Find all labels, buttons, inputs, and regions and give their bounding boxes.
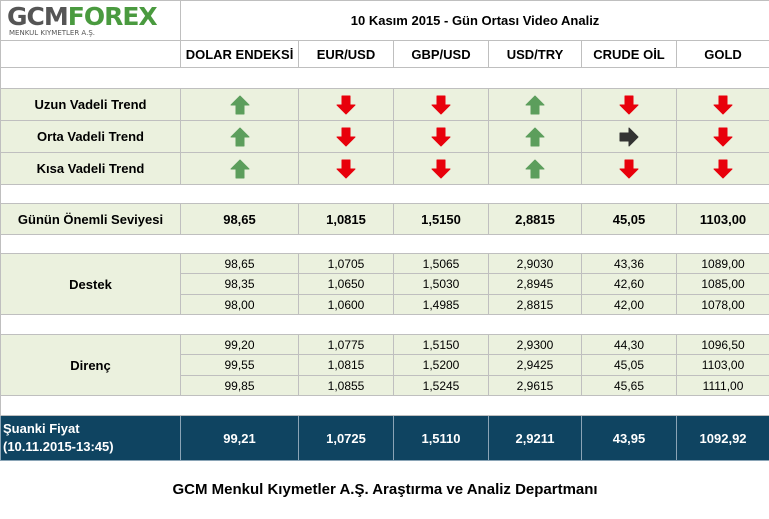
value-cell: 2,9300 — [489, 335, 582, 355]
arrow-up — [229, 94, 251, 116]
row-label: Kısa Vadeli Trend — [1, 153, 181, 185]
value-cell: 1,5110 — [394, 416, 489, 461]
column-header: GBP/USD — [394, 41, 489, 68]
value-cell: 2,8945 — [489, 274, 582, 295]
value-cell: 1,5065 — [394, 254, 489, 274]
value-cell: 45,05 — [582, 204, 677, 235]
value-cell: 2,9615 — [489, 376, 582, 396]
value-cell: 1085,00 — [677, 274, 769, 295]
value-cell: 1,0815 — [299, 355, 394, 376]
timestamp: (10.11.2015-13:45) — [3, 439, 114, 454]
value-cell: 2,8815 — [489, 295, 582, 315]
arrow-down — [430, 94, 452, 116]
column-header: CRUDE OİL — [582, 41, 677, 68]
value-cell: 2,9030 — [489, 254, 582, 274]
value-cell: 42,60 — [582, 274, 677, 295]
arrow-down — [712, 94, 734, 116]
spacer — [1, 68, 769, 89]
arrow-up — [229, 158, 251, 180]
value-cell: 45,05 — [582, 355, 677, 376]
label: Şuanki Fiyat — [3, 421, 80, 436]
value-cell: 1,4985 — [394, 295, 489, 315]
value-cell: 1,5245 — [394, 376, 489, 396]
spacer — [1, 315, 769, 335]
arrow-down — [430, 158, 452, 180]
arrow-down — [335, 126, 357, 148]
logo-part: GCM — [7, 2, 68, 31]
value-cell: 43,95 — [582, 416, 677, 461]
value-cell: 2,8815 — [489, 204, 582, 235]
arrow-down — [618, 158, 640, 180]
value-cell: 43,36 — [582, 254, 677, 274]
value-cell: 2,9211 — [489, 416, 582, 461]
row-label: Orta Vadeli Trend — [1, 121, 181, 153]
value-cell: 1,5200 — [394, 355, 489, 376]
value-cell: 1103,00 — [677, 204, 769, 235]
value-cell: 1111,00 — [677, 376, 769, 396]
arrow-down — [335, 158, 357, 180]
value-cell: 98,65 — [181, 254, 299, 274]
value-cell: 1089,00 — [677, 254, 769, 274]
value-cell: 2,9425 — [489, 355, 582, 376]
column-header: EUR/USD — [299, 41, 394, 68]
value-cell: 99,20 — [181, 335, 299, 355]
value-cell: 1,0725 — [299, 416, 394, 461]
value-cell: 1,5150 — [394, 204, 489, 235]
logo-part: FOREX — [68, 2, 157, 31]
row-label: Şuanki Fiyat (10.11.2015-13:45) — [1, 416, 181, 461]
arrow-down — [335, 94, 357, 116]
arrow-up — [524, 158, 546, 180]
column-header: USD/TRY — [489, 41, 582, 68]
value-cell: 99,55 — [181, 355, 299, 376]
value-cell: 1,0600 — [299, 295, 394, 315]
value-cell: 1092,92 — [677, 416, 769, 461]
value-cell: 1,0855 — [299, 376, 394, 396]
arrow-down — [712, 126, 734, 148]
footer: GCM Menkul Kıymetler A.Ş. Araştırma ve A… — [1, 461, 769, 519]
value-cell: 98,65 — [181, 204, 299, 235]
column-header: GOLD — [677, 41, 769, 68]
value-cell: 99,21 — [181, 416, 299, 461]
row-label: Uzun Vadeli Trend — [1, 89, 181, 121]
value-cell: 44,30 — [582, 335, 677, 355]
title: 10 Kasım 2015 - Gün Ortası Video Analiz — [181, 1, 769, 41]
value-cell: 98,35 — [181, 274, 299, 295]
arrow-up — [524, 94, 546, 116]
arrow-down — [712, 158, 734, 180]
arrow-up — [524, 126, 546, 148]
row-label: Direnç — [1, 335, 181, 396]
value-cell: 1096,50 — [677, 335, 769, 355]
value-cell: 45,65 — [582, 376, 677, 396]
column-header: DOLAR ENDEKSİ — [181, 41, 299, 68]
value-cell: 1,0775 — [299, 335, 394, 355]
arrow-down — [618, 94, 640, 116]
arrow-up — [229, 126, 251, 148]
empty-cell — [1, 41, 181, 68]
value-cell: 1103,00 — [677, 355, 769, 376]
arrow-down — [430, 126, 452, 148]
value-cell: 42,00 — [582, 295, 677, 315]
row-label: Destek — [1, 254, 181, 315]
value-cell: 1,5150 — [394, 335, 489, 355]
value-cell: 1,0650 — [299, 274, 394, 295]
arrow-right — [618, 126, 640, 148]
value-cell: 1078,00 — [677, 295, 769, 315]
value-cell: 1,5030 — [394, 274, 489, 295]
value-cell: 1,0815 — [299, 204, 394, 235]
value-cell: 1,0705 — [299, 254, 394, 274]
spacer — [1, 185, 769, 204]
value-cell: 98,00 — [181, 295, 299, 315]
spacer — [1, 235, 769, 254]
row-label: Günün Önemli Seviyesi — [1, 204, 181, 235]
spacer — [1, 396, 769, 416]
value-cell: 99,85 — [181, 376, 299, 396]
